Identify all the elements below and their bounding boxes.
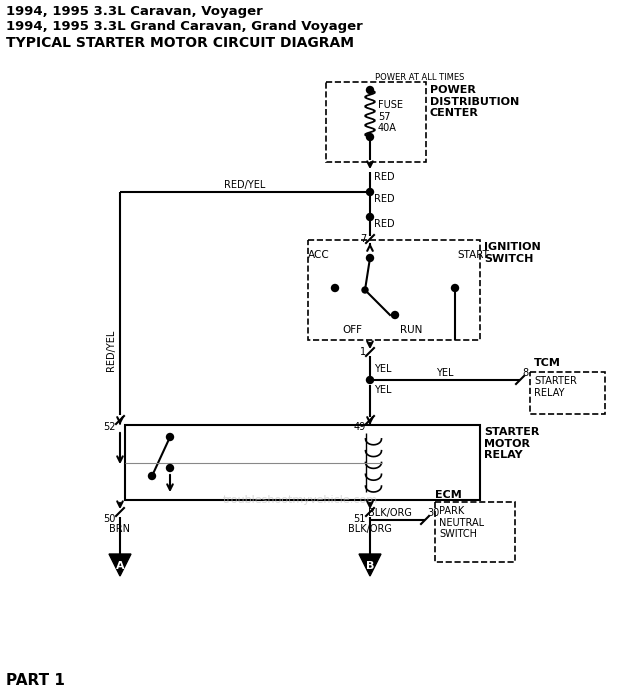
Circle shape xyxy=(166,433,174,440)
Text: 1994, 1995 3.3L Caravan, Voyager: 1994, 1995 3.3L Caravan, Voyager xyxy=(6,5,263,18)
Text: TCM: TCM xyxy=(534,358,561,368)
Text: BRN: BRN xyxy=(109,524,130,534)
Circle shape xyxy=(148,473,156,480)
Text: 1994, 1995 3.3L Grand Caravan, Grand Voyager: 1994, 1995 3.3L Grand Caravan, Grand Voy… xyxy=(6,20,363,33)
Polygon shape xyxy=(109,554,131,576)
Text: 8: 8 xyxy=(522,368,528,378)
Circle shape xyxy=(391,312,399,318)
Text: RED: RED xyxy=(374,172,395,182)
Circle shape xyxy=(366,377,373,384)
Text: RED/YEL: RED/YEL xyxy=(106,329,116,371)
Circle shape xyxy=(366,134,373,141)
Text: troubleshootmyvehicle.com: troubleshootmyvehicle.com xyxy=(222,495,378,505)
Text: BLK/ORG: BLK/ORG xyxy=(368,508,412,518)
Text: RED/YEL: RED/YEL xyxy=(224,180,266,190)
Text: RED: RED xyxy=(374,194,395,204)
Circle shape xyxy=(362,287,368,293)
Text: STARTER
MOTOR
RELAY: STARTER MOTOR RELAY xyxy=(484,427,540,460)
Text: START: START xyxy=(457,250,489,260)
Text: POWER
DISTRIBUTION
CENTER: POWER DISTRIBUTION CENTER xyxy=(430,85,519,118)
Text: 30: 30 xyxy=(427,508,439,518)
Bar xyxy=(326,82,426,162)
Text: 1: 1 xyxy=(360,347,366,357)
Text: TYPICAL STARTER MOTOR CIRCUIT DIAGRAM: TYPICAL STARTER MOTOR CIRCUIT DIAGRAM xyxy=(6,36,354,50)
Text: YEL: YEL xyxy=(436,368,454,378)
Text: RED: RED xyxy=(374,219,395,229)
Text: ECM: ECM xyxy=(435,490,462,500)
Text: YEL: YEL xyxy=(374,385,391,395)
Text: 49: 49 xyxy=(353,422,366,432)
Circle shape xyxy=(366,188,373,195)
Circle shape xyxy=(366,87,373,94)
Text: FUSE
57
40A: FUSE 57 40A xyxy=(378,100,403,133)
Text: B: B xyxy=(366,561,374,571)
Circle shape xyxy=(366,214,373,220)
Text: STARTER
RELAY: STARTER RELAY xyxy=(534,376,577,398)
Text: YEL: YEL xyxy=(374,364,391,374)
Bar xyxy=(125,425,480,500)
Circle shape xyxy=(452,284,459,291)
Bar xyxy=(530,372,605,414)
Bar xyxy=(435,502,515,562)
Bar xyxy=(308,240,480,340)
Circle shape xyxy=(166,465,174,472)
Text: IGNITION
SWITCH: IGNITION SWITCH xyxy=(484,242,541,264)
Text: 7: 7 xyxy=(360,234,366,244)
Text: ACC: ACC xyxy=(308,250,330,260)
Text: A: A xyxy=(116,561,124,571)
Text: 52: 52 xyxy=(103,422,116,432)
Text: OFF: OFF xyxy=(342,325,362,335)
Text: 50: 50 xyxy=(104,514,116,524)
Text: PART 1: PART 1 xyxy=(6,673,65,688)
Circle shape xyxy=(331,284,339,291)
Text: 51: 51 xyxy=(353,514,366,524)
Circle shape xyxy=(366,255,373,262)
Polygon shape xyxy=(359,554,381,576)
Text: POWER AT ALL TIMES: POWER AT ALL TIMES xyxy=(375,73,464,82)
Text: PARK
NEUTRAL
SWITCH: PARK NEUTRAL SWITCH xyxy=(439,506,484,539)
Text: BLK/ORG: BLK/ORG xyxy=(348,524,392,534)
Text: RUN: RUN xyxy=(400,325,422,335)
